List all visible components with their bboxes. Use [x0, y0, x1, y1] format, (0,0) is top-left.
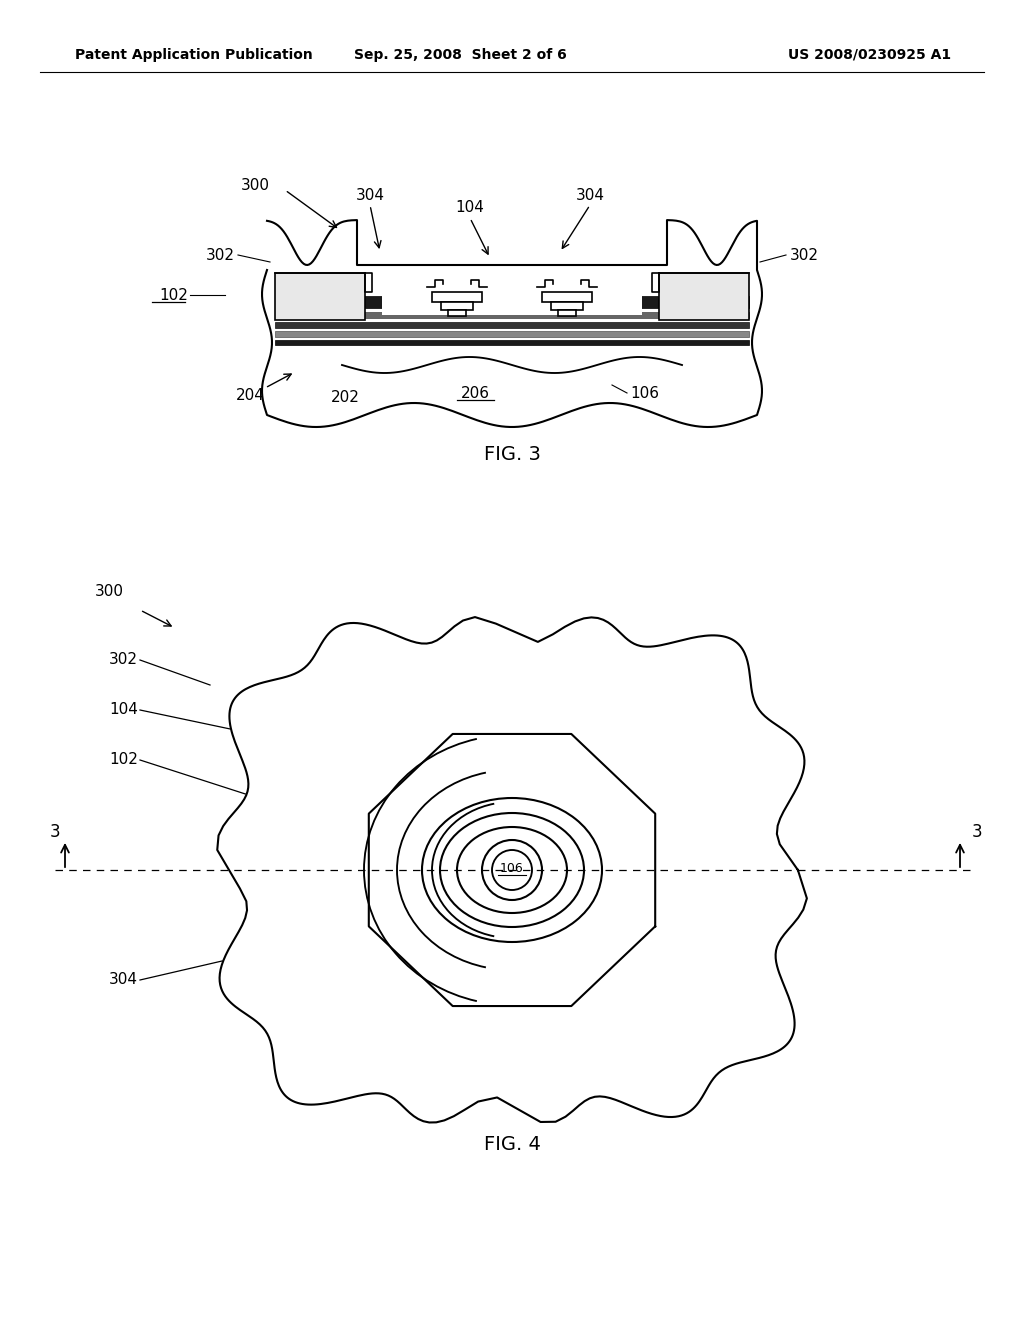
Text: 202: 202 [331, 391, 359, 405]
Text: 106: 106 [630, 385, 659, 400]
Text: FIG. 3: FIG. 3 [483, 446, 541, 465]
Text: 304: 304 [355, 187, 384, 202]
Text: 104: 104 [110, 702, 138, 718]
Text: 302: 302 [790, 248, 819, 263]
FancyBboxPatch shape [542, 292, 592, 302]
Text: 300: 300 [241, 177, 270, 193]
Text: 104: 104 [456, 201, 484, 215]
FancyBboxPatch shape [432, 292, 482, 302]
FancyBboxPatch shape [382, 271, 642, 315]
Text: 106: 106 [500, 862, 524, 874]
Text: 304: 304 [575, 187, 604, 202]
Text: 302: 302 [109, 652, 138, 668]
Text: 204: 204 [236, 388, 264, 403]
FancyBboxPatch shape [275, 339, 749, 345]
FancyBboxPatch shape [551, 302, 583, 310]
FancyBboxPatch shape [449, 310, 466, 315]
Circle shape [492, 850, 532, 890]
FancyBboxPatch shape [275, 296, 749, 308]
FancyBboxPatch shape [558, 310, 575, 315]
FancyBboxPatch shape [275, 322, 749, 327]
Text: 3: 3 [50, 822, 60, 841]
Text: 206: 206 [461, 385, 489, 400]
Text: 3: 3 [972, 822, 983, 841]
Text: 102: 102 [555, 288, 584, 302]
FancyBboxPatch shape [275, 331, 749, 337]
FancyBboxPatch shape [275, 273, 365, 319]
Text: FIG. 4: FIG. 4 [483, 1135, 541, 1155]
FancyBboxPatch shape [441, 302, 473, 310]
Text: 102: 102 [110, 752, 138, 767]
FancyBboxPatch shape [659, 273, 749, 319]
Text: 302: 302 [206, 248, 234, 263]
Text: 304: 304 [109, 973, 138, 987]
Circle shape [482, 840, 542, 900]
Text: 102: 102 [159, 288, 188, 302]
Text: 300: 300 [95, 585, 124, 599]
Polygon shape [217, 616, 807, 1122]
Polygon shape [262, 220, 762, 426]
Text: Patent Application Publication: Patent Application Publication [75, 48, 312, 62]
Text: Sep. 25, 2008  Sheet 2 of 6: Sep. 25, 2008 Sheet 2 of 6 [353, 48, 566, 62]
Text: US 2008/0230925 A1: US 2008/0230925 A1 [788, 48, 951, 62]
FancyBboxPatch shape [275, 312, 749, 318]
